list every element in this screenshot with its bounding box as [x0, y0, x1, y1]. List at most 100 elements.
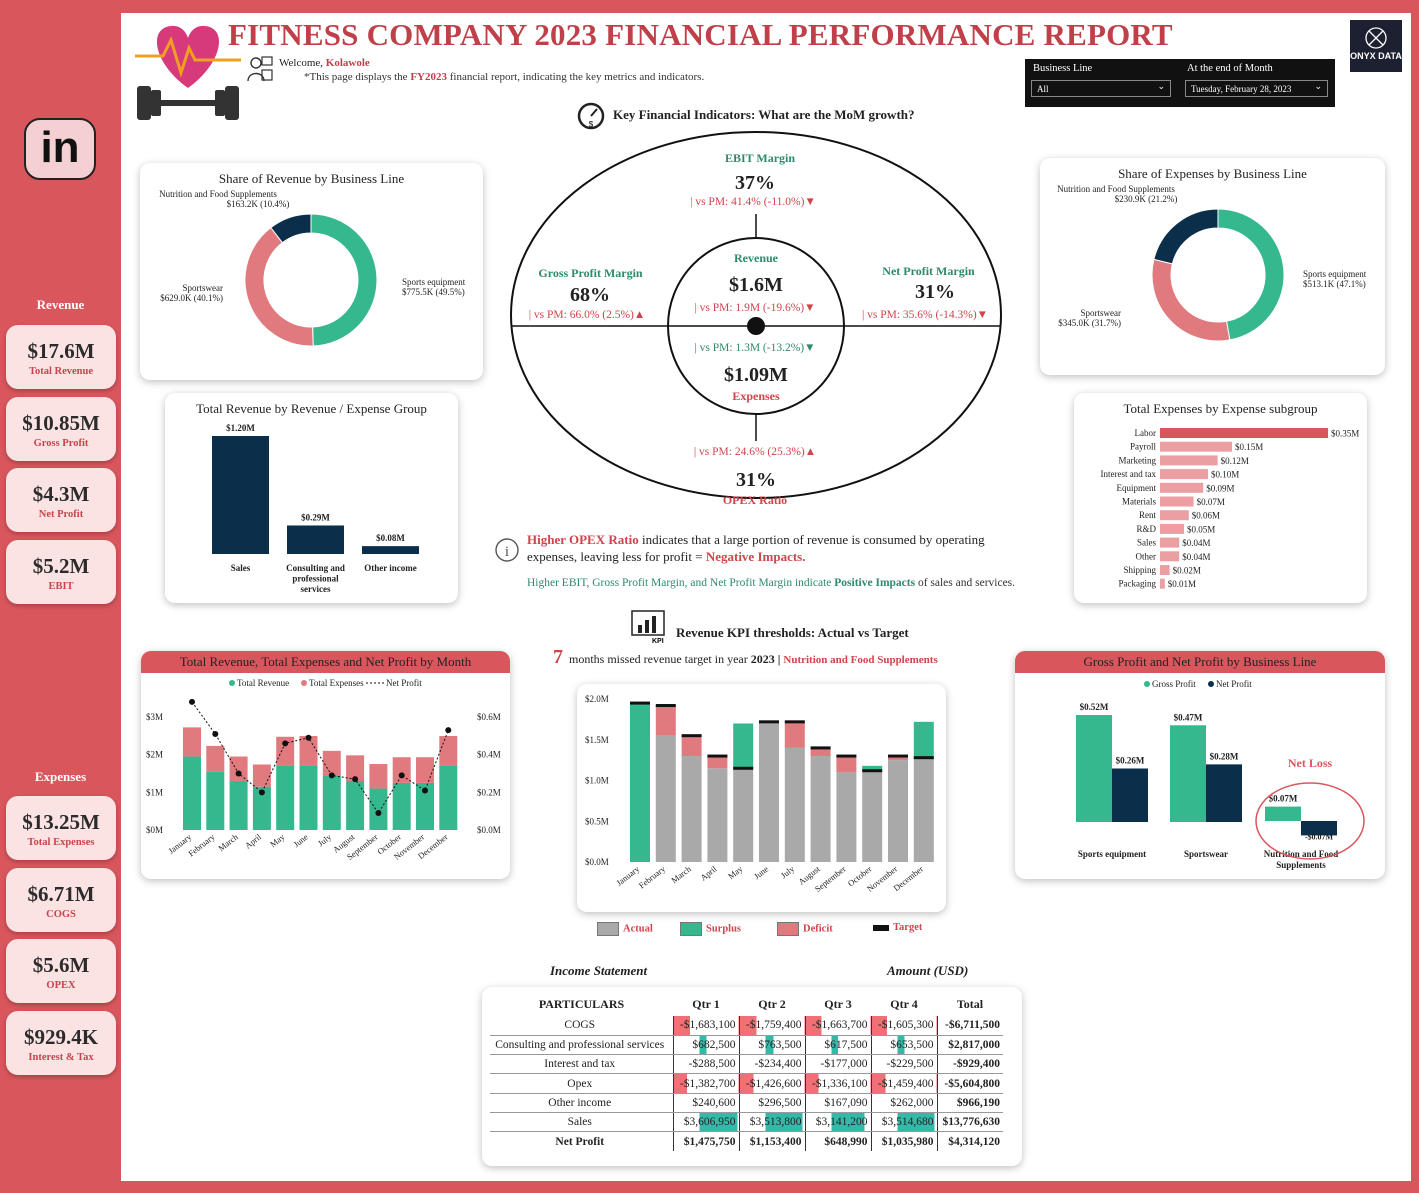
table-cell: $3,606,950 [672, 1112, 739, 1133]
business-line-label: Business Line [1033, 63, 1093, 74]
y-tick-right: $0.6M [477, 712, 501, 722]
bar-gross-profit [1076, 715, 1112, 822]
revenue-share-card: Share of Revenue by Business Line Sports… [140, 163, 483, 380]
legend-surplus: Surplus [680, 922, 741, 936]
table-cell: $1,035,980 [870, 1131, 937, 1152]
bar-value-label: $0.29M [301, 512, 330, 522]
ebit-value: 37% [735, 172, 775, 194]
bar-value-label: $0.04M [1182, 538, 1210, 548]
x-tick: March [669, 863, 693, 885]
x-tick: July [779, 863, 797, 880]
user-name: Kolawole [325, 57, 370, 69]
table-row: COGS -$1,683,100 -$1,759,400 -$1,663,700 -$1… [490, 1016, 1003, 1036]
y-tick: $3M [146, 712, 163, 722]
revenue-group-chart: $1.20M $0.29M $0.08M Sales Consulting andpro… [212, 423, 419, 594]
card-title: Total Expenses by Expense subgroup [1123, 401, 1318, 416]
bar [1160, 469, 1208, 480]
page-title: FITNESS COMPANY 2023 FINANCIAL PERFORMAN… [228, 17, 1173, 52]
bar-expenses [392, 757, 411, 783]
table-cell: -$1,459,400 [870, 1073, 937, 1094]
linkedin-icon[interactable]: in [24, 118, 96, 180]
slice-value: $629.0K (40.1%) [160, 293, 223, 303]
slice-value: $345.0K (31.7%) [1058, 318, 1121, 328]
slice-value: $513.1K (47.1%) [1303, 279, 1366, 289]
category-label: Marketing [1119, 455, 1157, 465]
net-profit-point [282, 740, 289, 747]
net-profit-point [445, 727, 452, 734]
net-profit-point [422, 787, 428, 794]
net-profit-point [235, 770, 242, 777]
slice-name: Sportswear [183, 283, 224, 293]
business-line-select[interactable]: All ⌄ [1031, 80, 1171, 97]
table-cell: $3,513,800 [738, 1112, 805, 1133]
target-marker [913, 756, 934, 760]
net-profit-point [212, 730, 219, 737]
y-tick: $1.0M [585, 776, 609, 786]
bar-revenue [322, 775, 341, 830]
table-row: Opex -$1,382,700 -$1,426,600 -$1,336,100 -$1… [490, 1073, 1003, 1094]
target-marker [810, 746, 831, 750]
category-label: Sports equipment [1078, 849, 1146, 859]
legend-label: Net Profit [386, 678, 422, 688]
legend-label: Total Expenses [309, 678, 364, 688]
target-marker [784, 720, 805, 724]
column-header: Qtr 4 [890, 997, 918, 1011]
x-tick: June [752, 864, 771, 882]
donut-slice [310, 213, 378, 347]
bar-actual [707, 768, 728, 862]
x-tick: May [268, 831, 287, 849]
x-tick: May [726, 863, 745, 881]
revenue-kpi-card-label: Gross Profit [33, 437, 89, 449]
bar-value-label: $0.06M [1192, 511, 1220, 521]
table-cell: $648,990 [804, 1131, 871, 1152]
table-cell: -$5,604,800 [936, 1073, 1003, 1094]
expenses-label: Expenses [732, 389, 780, 403]
bar-surplus [733, 723, 754, 769]
category-label: Nutrition and Food [1264, 849, 1339, 859]
bar-net-profit [1301, 821, 1337, 836]
slice-name: Sports equipment [1303, 269, 1367, 279]
legend-marker [1144, 681, 1150, 687]
bar-expenses [369, 764, 388, 789]
table-row: Interest and tax -$288,500 -$234,400 -$177,… [490, 1054, 1003, 1075]
bar-revenue [252, 786, 271, 830]
bar-value-label: $1.20M [226, 423, 255, 433]
bar [1160, 551, 1180, 562]
npm-vs: | vs PM: 35.6% (-14.3%)▼ [861, 309, 989, 321]
revenue-kpi-card-value: $17.6M [27, 339, 95, 363]
category-label: Sportswear [1184, 849, 1228, 859]
revenue-kpi-card: $4.3M Net Profit [6, 468, 116, 532]
category-label: Shipping [1123, 565, 1156, 575]
month-select[interactable]: Tuesday, February 28, 2023 ⌄ [1185, 80, 1328, 97]
profit-business-card: Gross Profit and Net Profit by Business … [1015, 651, 1385, 879]
expenses-section-title: Expenses [34, 769, 87, 784]
onyx-logo-icon [1365, 27, 1387, 49]
revenue-kpi-card-value: $10.85M [22, 410, 100, 435]
table-cell: -$177,000 [804, 1054, 871, 1075]
bar-revenue [416, 782, 434, 830]
card-title: Share of Revenue by Business Line [218, 171, 405, 186]
fitness-logo-icon [135, 25, 241, 120]
table-cell: $1,475,750 [672, 1131, 739, 1152]
category-label: Interest and tax [1101, 469, 1157, 479]
bar-value-label: $0.08M [376, 533, 405, 543]
income-statement-table: PARTICULARS Qtr 1 Qtr 2 Qtr 3 Qtr 4 Total COGS… [490, 993, 1003, 1152]
bar-value-label: $0.15M [1235, 442, 1263, 452]
target-marker [862, 769, 883, 773]
revenue-kpi-card: $5.2M EBIT [6, 539, 116, 604]
slice-value: $230.9K (21.2%) [1115, 194, 1178, 204]
table-cell: $763,500 [738, 1035, 805, 1056]
bar-value-label: $0.47M [1174, 712, 1203, 722]
bar-value-label: $0.52M [1080, 702, 1109, 712]
bar-value-label: $0.02M [1173, 566, 1201, 576]
net-profit-point [189, 698, 195, 705]
ebit-label: EBIT Margin [724, 151, 796, 165]
expense-kpi-card-label: Total Expenses [27, 837, 95, 848]
target-marker [681, 734, 702, 738]
bar-revenue [439, 765, 458, 830]
opex-vs: | vs PM: 24.6% (25.3%)▲ [693, 446, 817, 458]
bar [362, 546, 419, 554]
kpi-heading: Revenue KPI thresholds: Actual vs Target [676, 625, 909, 640]
revenue-kpi-card: $17.6M Total Revenue [6, 325, 116, 389]
revenue-label: Revenue [734, 251, 778, 265]
